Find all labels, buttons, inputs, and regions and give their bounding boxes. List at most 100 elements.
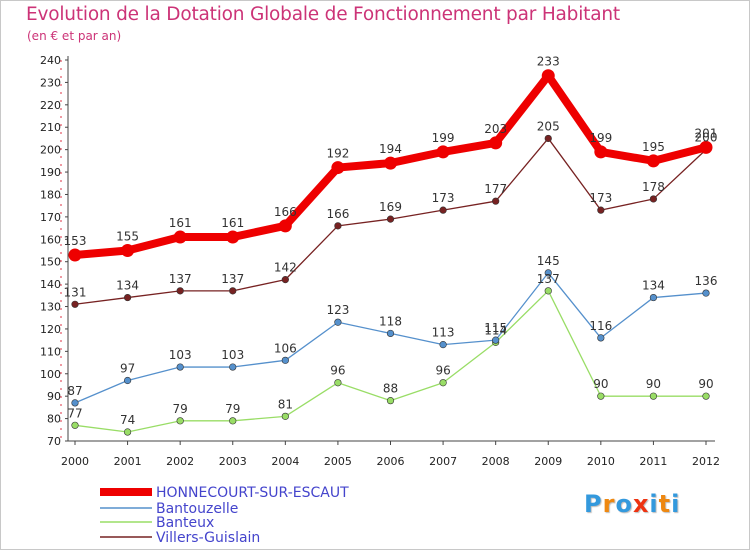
data-label-honnecourt-sur-escaut: 201 [695,126,718,140]
data-point-honnecourt-sur-escaut [699,140,713,154]
data-label-banteux: 74 [120,413,135,427]
y-tick-label: 240 [40,54,61,67]
data-label-honnecourt-sur-escaut: 153 [64,234,87,248]
data-point-honnecourt-sur-escaut [384,156,397,170]
series-layer [68,69,713,436]
data-point-honnecourt-sur-escaut [121,244,135,257]
data-point-honnecourt-sur-escaut [173,230,187,244]
data-label-bantouzelle: 115 [484,321,507,335]
data-label-villers-guislain: 205 [537,119,560,133]
data-point-honnecourt-sur-escaut [489,136,503,150]
data-point-villers-guislain [229,287,237,295]
data-point-bantouzelle [492,336,500,344]
data-point-bantouzelle [649,293,658,302]
data-point-villers-guislain [334,222,342,230]
y-tick-label: 180 [40,188,61,201]
y-tick-label: 230 [40,76,61,89]
data-label-bantouzelle: 136 [695,274,718,288]
data-label-villers-guislain: 131 [64,285,87,299]
data-label-villers-guislain: 178 [642,180,665,194]
data-label-honnecourt-sur-escaut: 166 [274,205,297,219]
data-label-villers-guislain: 137 [169,272,192,286]
data-label-honnecourt-sur-escaut: 233 [537,55,560,69]
data-point-banteux [281,412,289,420]
logo-letter: o [615,490,633,518]
y-tick-label: 120 [40,323,61,336]
chart-subtitle: (en € et par an) [27,29,122,43]
y-tick-label: 100 [40,368,61,381]
data-point-villers-guislain [439,206,447,214]
x-tick-label: 2001 [114,455,142,468]
y-tick-label: 90 [47,390,61,403]
x-tick-label: 2004 [271,455,299,468]
data-point-bantouzelle [281,356,289,364]
data-point-bantouzelle [229,363,237,371]
x-tick-label: 2005 [324,455,352,468]
y-tick-label: 220 [40,99,61,112]
x-tick-label: 2010 [587,455,615,468]
data-point-banteux [439,379,447,387]
data-label-banteux: 79 [173,402,188,416]
data-label-bantouzelle: 145 [537,254,560,268]
data-point-bantouzelle [334,318,342,326]
data-point-villers-guislain [544,134,552,143]
logo-letter: i [671,490,681,518]
data-point-villers-guislain [597,206,605,214]
data-label-villers-guislain: 169 [379,200,402,214]
data-point-honnecourt-sur-escaut [594,145,608,159]
data-point-banteux [544,287,552,295]
data-point-honnecourt-sur-escaut [331,161,345,175]
y-tick-label: 160 [40,233,61,246]
data-point-villers-guislain [492,197,500,205]
y-tick-label: 190 [40,166,61,179]
data-label-banteux: 90 [698,377,713,391]
data-point-honnecourt-sur-escaut [436,145,450,159]
data-label-honnecourt-sur-escaut: 195 [642,140,665,154]
data-label-honnecourt-sur-escaut: 155 [116,230,139,244]
x-tick-label: 2006 [377,455,405,468]
data-labels: 77 74 79 79 81 96 88 96 114 137 90 90 90 87 97 103 103 10… [64,55,718,427]
data-label-bantouzelle: 118 [379,314,402,328]
data-point-bantouzelle [544,269,552,277]
data-point-honnecourt-sur-escaut [541,69,555,83]
data-point-bantouzelle [176,363,184,371]
x-tick-label: 2009 [534,455,562,468]
legend-label-banteux: Banteux [156,515,214,531]
data-label-banteux: 81 [278,397,293,411]
legend-label-villers-guislain: Villers-Guislain [156,530,260,546]
data-label-villers-guislain: 166 [326,207,349,221]
data-label-bantouzelle: 123 [326,303,349,317]
data-label-villers-guislain: 142 [274,261,297,275]
data-point-banteux [334,379,342,387]
data-point-villers-guislain [386,215,395,223]
data-label-bantouzelle: 113 [432,326,455,340]
logo-letter: i [649,490,659,518]
x-tick-label: 2000 [61,455,89,468]
data-label-banteux: 137 [537,272,560,286]
data-label-banteux: 90 [593,377,608,391]
y-tick-label: 130 [40,301,61,314]
y-tick-label: 70 [47,435,61,448]
y-tick-label: 140 [40,278,61,291]
data-label-bantouzelle: 103 [169,348,192,362]
y-tick-label: 200 [40,144,61,157]
data-point-bantouzelle [386,329,395,338]
x-tick-label: 2008 [482,455,510,468]
data-point-banteux [176,417,184,425]
data-label-bantouzelle: 116 [589,319,612,333]
data-label-villers-guislain: 137 [221,272,244,286]
data-label-villers-guislain: 177 [484,182,507,196]
data-point-banteux [702,392,710,400]
logo-letter: x [632,490,650,518]
data-label-honnecourt-sur-escaut: 192 [326,147,349,161]
data-point-bantouzelle [597,334,605,342]
legend-label-honnecourt-sur-escaut: HONNECOURT-SUR-ESCAUT [156,485,349,501]
data-label-honnecourt-sur-escaut: 161 [169,216,192,230]
data-point-honnecourt-sur-escaut [226,230,240,244]
x-tick-label: 2012 [692,455,720,468]
data-point-honnecourt-sur-escaut [68,248,82,262]
data-label-honnecourt-sur-escaut: 203 [484,122,507,136]
chart-axes: 7080901001101201301401501601701801902002… [40,54,720,468]
data-point-villers-guislain [176,287,184,295]
